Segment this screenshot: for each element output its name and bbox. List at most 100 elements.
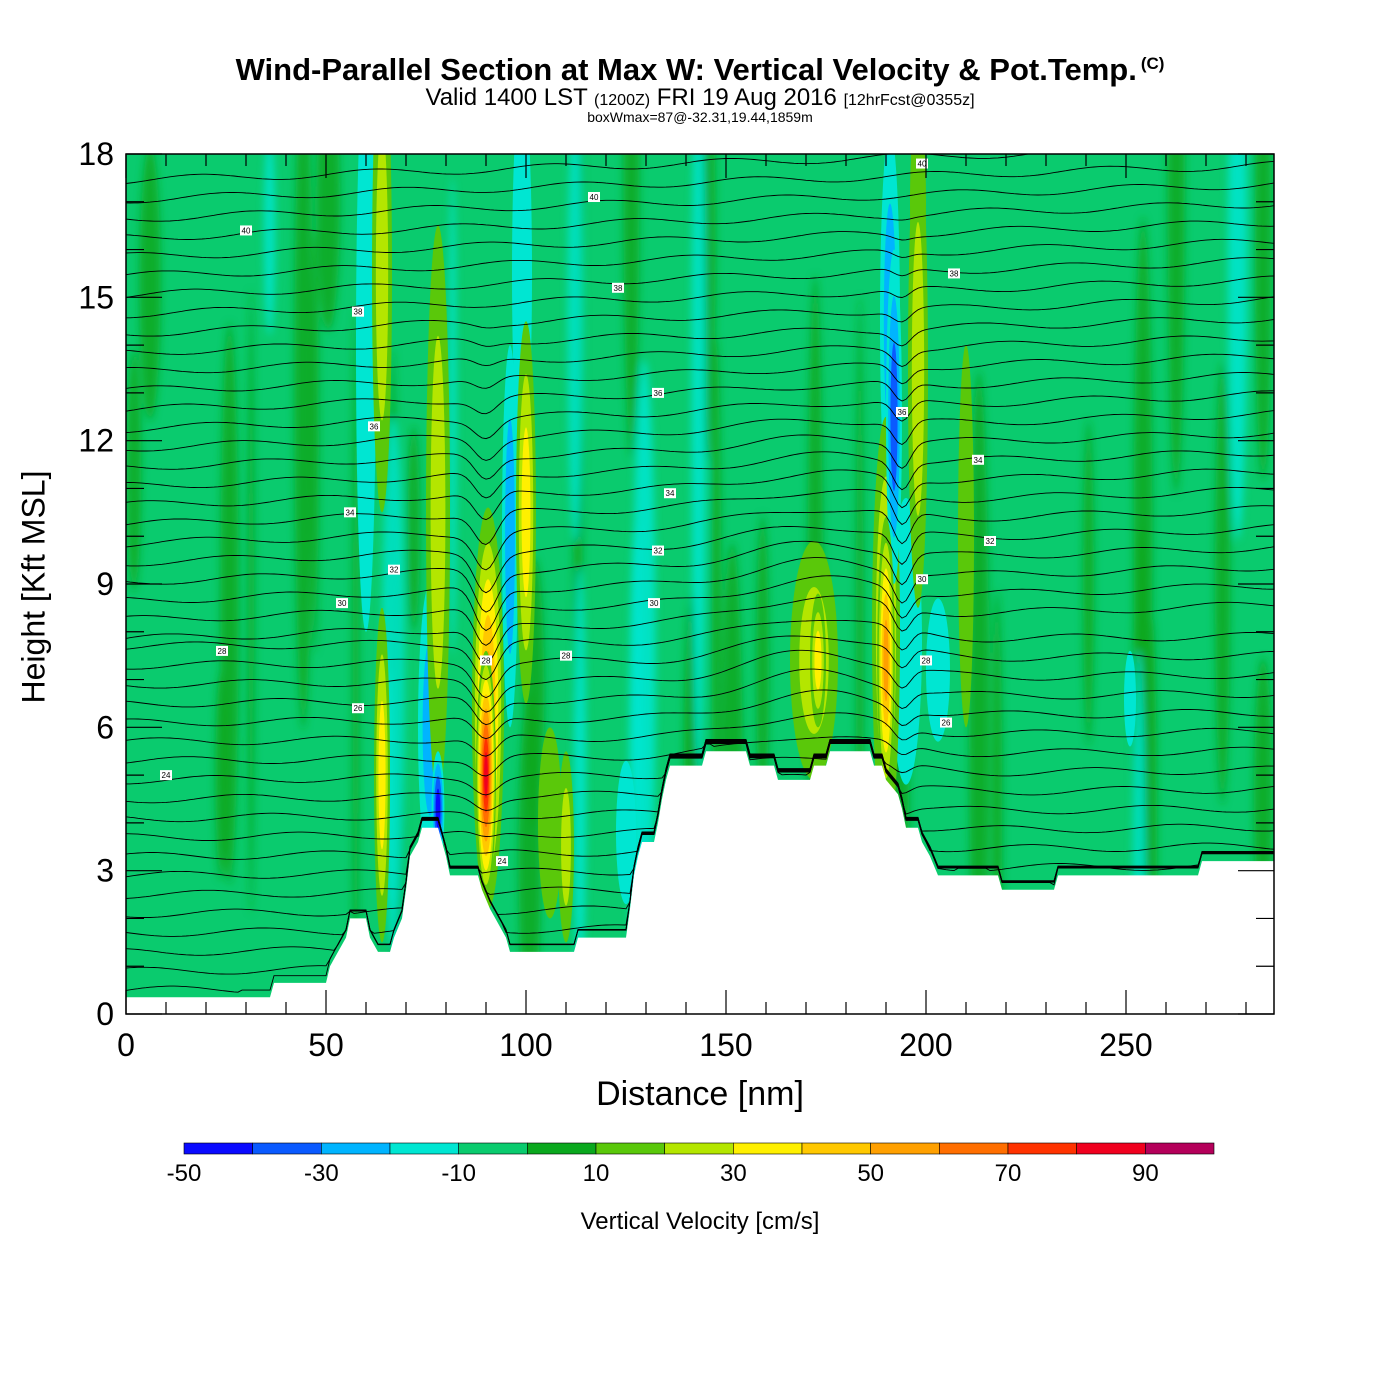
streak-16 bbox=[756, 513, 769, 829]
contour-label-22: 34 bbox=[344, 507, 356, 518]
contour-label-box bbox=[344, 507, 356, 518]
contour-label-box bbox=[940, 717, 952, 728]
velocity-cell-6 bbox=[958, 345, 974, 728]
velocity-level-50 bbox=[883, 619, 889, 702]
velocity-cell-21 bbox=[516, 321, 536, 704]
contour-label-text: 28 bbox=[218, 647, 227, 656]
velocity-cell-16 bbox=[558, 751, 574, 943]
colorbar-swatch--50 bbox=[183, 1142, 253, 1155]
contour-label-box bbox=[972, 454, 984, 465]
velocity-level-80 bbox=[484, 752, 488, 799]
y-tick-label-15: 15 bbox=[78, 279, 114, 315]
streak-20 bbox=[264, 154, 276, 336]
contour-label-text: 36 bbox=[898, 408, 907, 417]
x-tick-label-150: 150 bbox=[699, 1027, 752, 1063]
contour-label-17: 24 bbox=[160, 770, 172, 781]
contour-label-1: 40 bbox=[916, 158, 928, 169]
contour-label-box bbox=[896, 407, 908, 417]
streak-21 bbox=[294, 154, 313, 730]
velocity-cell-4 bbox=[616, 760, 636, 905]
isentrope-29 bbox=[126, 410, 1274, 461]
velocity-cell-25 bbox=[476, 650, 496, 900]
contour-label-7: 34 bbox=[972, 454, 984, 465]
velocity-level-30 bbox=[814, 630, 822, 691]
isentrope-31 bbox=[126, 372, 1274, 415]
isentrope-35 bbox=[126, 296, 1274, 337]
contour-label-14: 28 bbox=[920, 655, 932, 666]
streak-23 bbox=[139, 154, 161, 421]
contour-label-box bbox=[648, 598, 660, 609]
contour-label-text: 26 bbox=[354, 704, 363, 713]
isentrope-15 bbox=[126, 668, 1274, 726]
contour-label-10: 30 bbox=[648, 598, 660, 609]
colorbar-tick--30: -30 bbox=[304, 1160, 339, 1187]
x-tick-label-200: 200 bbox=[899, 1027, 952, 1063]
contour-label-20: 30 bbox=[336, 598, 348, 609]
colorbar-swatch--10 bbox=[458, 1142, 528, 1155]
colorbar-swatch--20 bbox=[389, 1142, 459, 1155]
contour-label-15: 26 bbox=[940, 717, 952, 728]
x-axis-label: Distance [nm] bbox=[596, 1075, 804, 1113]
colorbar-swatch-10 bbox=[595, 1142, 665, 1155]
contour-label-box bbox=[352, 703, 364, 714]
isentrope-26 bbox=[126, 468, 1274, 521]
contour-label-text: 36 bbox=[370, 422, 379, 431]
colorbar-tick-10: 10 bbox=[583, 1160, 610, 1187]
contour-label-text: 24 bbox=[162, 771, 171, 780]
axis-ticks bbox=[125, 153, 1274, 1015]
contour-label-box bbox=[240, 225, 252, 236]
y-tick-label-18: 18 bbox=[78, 136, 114, 172]
y-axis-label: Height [Kft MSL] bbox=[15, 470, 52, 704]
streak-35 bbox=[1167, 154, 1185, 495]
contour-label-text: 28 bbox=[922, 656, 931, 665]
contour-label-text: 40 bbox=[590, 193, 599, 202]
contour-label-6: 34 bbox=[664, 488, 676, 499]
contour-label-box bbox=[652, 387, 664, 398]
chart-title-text: Wind-Parallel Section at Max W: Vertical… bbox=[235, 52, 1137, 87]
contour-label-box bbox=[948, 268, 960, 279]
colorbar-tick-30: 30 bbox=[720, 1160, 747, 1187]
contour-label-text: 32 bbox=[986, 537, 995, 546]
velocity-level--30 bbox=[890, 342, 898, 492]
contour-label-text: 34 bbox=[346, 508, 355, 517]
streak-12 bbox=[1214, 362, 1231, 805]
contour-label-box bbox=[352, 306, 364, 317]
isentrope-42 bbox=[126, 160, 1274, 204]
valid-utc: (1200Z) bbox=[594, 92, 651, 109]
contour-label-18: 26 bbox=[352, 703, 364, 714]
x-tick-label-50: 50 bbox=[308, 1027, 344, 1063]
isentrope-13 bbox=[126, 712, 1274, 757]
streak-2 bbox=[448, 177, 457, 655]
chart-title: Wind-Parallel Section at Max W: Vertical… bbox=[0, 52, 1400, 88]
colorbar-swatch-90 bbox=[1145, 1142, 1215, 1155]
colorbar-swatch-70 bbox=[1007, 1142, 1077, 1155]
streak-26 bbox=[310, 230, 319, 653]
contour-label-4: 36 bbox=[896, 407, 908, 417]
contour-label-text: 30 bbox=[650, 599, 659, 608]
colorbar-swatch-20 bbox=[664, 1142, 734, 1155]
colorbar-tick-labels: -50 -30 -10 10 30 50 70 90 bbox=[167, 1160, 1159, 1187]
colorbar-tick-70: 70 bbox=[995, 1160, 1022, 1187]
streak-14 bbox=[969, 370, 989, 1014]
isentrope-19 bbox=[126, 595, 1274, 665]
contour-label-9: 32 bbox=[984, 536, 996, 546]
velocity-level-20 bbox=[561, 787, 571, 906]
valid-date: FRI 19 Aug 2016 bbox=[656, 84, 837, 111]
velocity-level-20 bbox=[430, 335, 446, 689]
velocity-cell-19 bbox=[374, 607, 390, 943]
contour-label-box bbox=[920, 655, 932, 666]
velocity-cell-3 bbox=[538, 727, 562, 919]
box-wmax-info: boxWmax=87@-32.31,19.44,1859m bbox=[587, 109, 813, 125]
contour-label-19: 28 bbox=[216, 645, 228, 656]
contour-label-text: 38 bbox=[354, 308, 363, 317]
isentrope-14 bbox=[126, 689, 1274, 740]
contour-label-text: 32 bbox=[654, 547, 663, 556]
colorbar-tick-90: 90 bbox=[1132, 1160, 1159, 1187]
contour-label-box bbox=[916, 158, 928, 169]
streak-4 bbox=[316, 154, 341, 331]
isentrope-20 bbox=[126, 575, 1274, 646]
velocity-level-30 bbox=[378, 700, 386, 850]
terrain-mask bbox=[126, 751, 1274, 1014]
streak-36 bbox=[623, 154, 640, 458]
contour-label-text: 40 bbox=[242, 226, 251, 235]
